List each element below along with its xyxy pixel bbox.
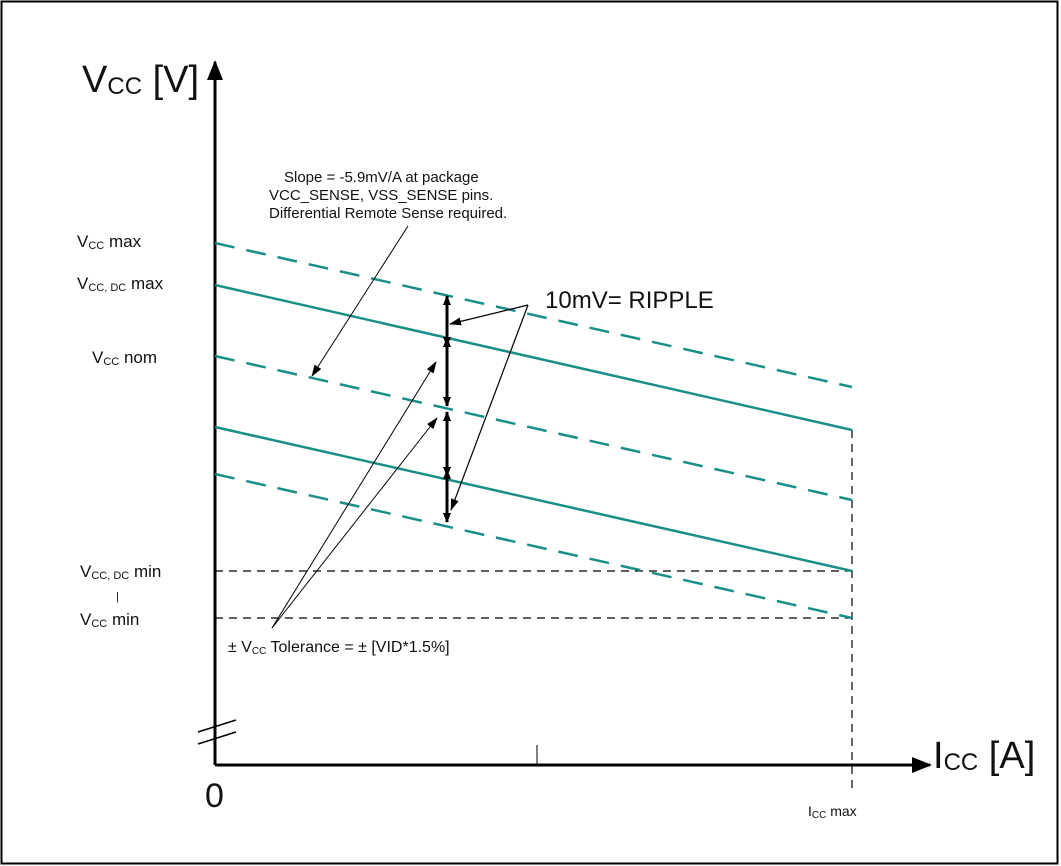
- axis-break-mark: [197, 719, 237, 733]
- label-vcc-max: VCC max: [77, 232, 142, 252]
- label-icc-max: ICC max: [808, 803, 857, 821]
- y-axis-title: VCC [V]: [82, 59, 199, 101]
- vcc-nom-load-line: [214, 354, 853, 502]
- label-tick-mark: |: [116, 591, 119, 603]
- vcc-min-load-line: [214, 472, 853, 620]
- slope-note-line-3: Differential Remote Sense required.: [269, 205, 507, 222]
- slope-note-line-2: VCC_SENSE, VSS_SENSE pins.: [269, 187, 493, 204]
- origin-label: 0: [205, 777, 224, 815]
- slope-note-line-1: Slope = -5.9mV/A at package: [284, 169, 479, 186]
- label-vcc-min: VCC min: [80, 610, 139, 630]
- label-vcc-dc-max: VCC, DC max: [77, 274, 164, 294]
- tolerance-pointer-upper: [271, 361, 437, 629]
- tolerance-label: ± VCC Tolerance = ± [VID*1.5%]: [228, 639, 450, 657]
- vcc-dc-max-load-line: [214, 283, 853, 432]
- slope-pointer-arrow: [311, 225, 409, 377]
- label-vcc-nom: VCC nom: [92, 348, 157, 368]
- ripple-pointer-lower: [450, 304, 529, 511]
- x-axis-title: ICC [A]: [933, 735, 1035, 777]
- vcc-dc-min-load-line: [214, 425, 853, 573]
- ripple-pointer-upper: [449, 304, 529, 326]
- label-vcc-dc-min: VCC, DC min: [80, 562, 161, 582]
- axis-break-mark: [197, 731, 237, 745]
- tolerance-pointer-lower: [271, 417, 438, 629]
- vcc-max-load-line: [214, 241, 853, 389]
- ripple-label: 10mV= RIPPLE: [545, 287, 714, 314]
